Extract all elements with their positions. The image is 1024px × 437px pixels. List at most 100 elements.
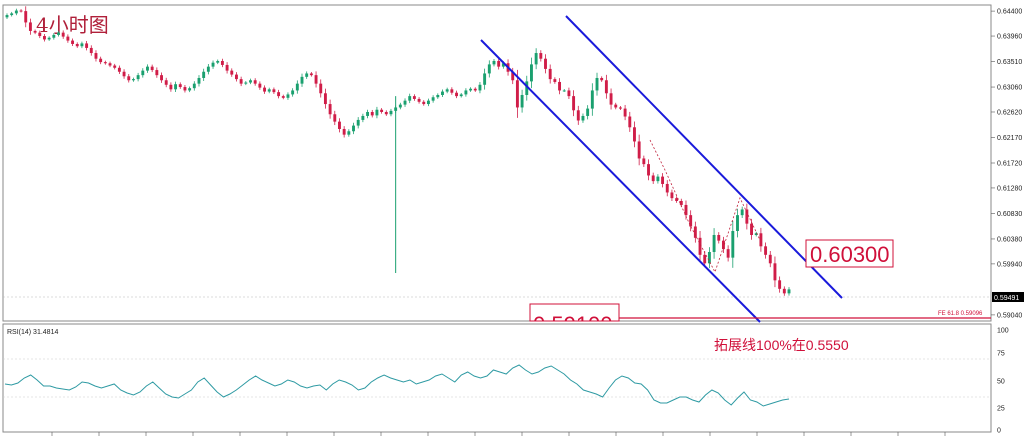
candle-body [178, 84, 182, 88]
candle-body [633, 127, 636, 142]
candle-body [750, 223, 753, 235]
candle-body [61, 32, 65, 37]
candle-body [689, 215, 693, 227]
candle-body [24, 11, 28, 23]
candle-body [417, 98, 421, 102]
candle-body [188, 88, 192, 91]
candle-body [291, 90, 295, 95]
candle-body [33, 30, 37, 33]
candle-body [99, 58, 103, 63]
candle-body [740, 209, 744, 216]
candle-body [600, 77, 604, 81]
candle-body [459, 94, 463, 97]
candle-body [192, 83, 196, 89]
candle-body [19, 10, 23, 12]
rsi-panel-frame [2, 323, 992, 433]
candle-body [286, 94, 290, 98]
candle-body [525, 81, 529, 95]
candle-body [398, 104, 402, 108]
lower-level-label: 0.59100 [533, 312, 613, 337]
candle-body [361, 115, 365, 120]
candle-body [384, 111, 388, 115]
price-tick-label: 0.61720 [997, 161, 1022, 168]
candle-body [94, 53, 98, 59]
price-tick-label: 0.63510 [997, 59, 1022, 66]
candles-group [5, 6, 791, 296]
candle-body [356, 119, 360, 126]
price-tick-label: 0.63060 [997, 85, 1022, 92]
candle-body [47, 37, 51, 40]
candle-body [581, 115, 585, 121]
candle-body [10, 13, 14, 16]
rsi-tick-label: 75 [997, 351, 1005, 358]
candle-body [230, 70, 234, 75]
candle-body [272, 89, 276, 93]
candle-body [412, 96, 416, 99]
candle-body [651, 175, 655, 182]
candle-body [75, 43, 79, 47]
candle-body [113, 65, 117, 68]
candle-body [314, 75, 318, 84]
rsi-tick-label: 0 [997, 428, 1001, 435]
candle-body [71, 40, 75, 44]
candle-body [530, 64, 533, 82]
candle-body [408, 96, 412, 101]
candle-body [567, 90, 571, 97]
candle-body [604, 80, 608, 94]
candle-body [544, 58, 547, 69]
current-price-label: 0.59491 [994, 295, 1019, 302]
candle-body [642, 158, 646, 165]
candle-body [85, 43, 89, 48]
lower-level-clip: 0.59100 [533, 312, 613, 337]
candle-body [305, 73, 309, 77]
candle-body [127, 76, 131, 81]
candle-body [698, 237, 702, 255]
candle-body [515, 80, 519, 108]
candle-body [782, 288, 786, 294]
candle-body [773, 263, 777, 281]
candle-body [558, 81, 562, 91]
candle-body [108, 63, 112, 66]
candle-body [366, 111, 370, 116]
candle-body [628, 116, 632, 128]
candle-body [323, 93, 327, 105]
candle-body [520, 94, 524, 108]
extension-note: 拓展线100%在0.5550 [714, 337, 849, 353]
candle-body [426, 100, 430, 105]
candle-body [656, 176, 660, 182]
candle-body [244, 82, 248, 84]
candle-body [731, 231, 735, 258]
candle-body [150, 66, 154, 71]
candle-body [160, 75, 163, 81]
rsi-tick-label: 25 [997, 406, 1005, 413]
price-tick-label: 0.60380 [997, 236, 1022, 243]
rsi-line [4, 364, 790, 407]
candle-body [478, 84, 482, 91]
candle-body [234, 74, 238, 80]
candle-body [131, 79, 135, 81]
main-panel-frame [2, 4, 992, 322]
price-tick-label: 0.64400 [997, 9, 1022, 16]
candle-body [333, 114, 337, 122]
candle-body [562, 90, 566, 92]
candle-body [300, 76, 304, 84]
candle-body [263, 87, 266, 92]
candle-body [703, 254, 707, 264]
fe-level-label: FE 61.8 0.59096 [938, 311, 983, 317]
candle-body [534, 53, 538, 65]
candle-body [183, 87, 187, 91]
fib-zigzag-line [649, 139, 761, 274]
candle-body [637, 141, 641, 159]
candle-body [253, 80, 257, 84]
candle-body [66, 36, 70, 41]
candle-body [572, 96, 576, 111]
upper-level-label: 0.60300 [810, 242, 890, 267]
candle-body [319, 83, 323, 94]
candle-body [712, 234, 716, 252]
candle-body [342, 128, 346, 135]
candle-body [89, 47, 93, 54]
candle-body [450, 89, 454, 93]
candle-body [38, 32, 42, 37]
candle-body [309, 73, 313, 76]
candle-body [403, 100, 407, 105]
